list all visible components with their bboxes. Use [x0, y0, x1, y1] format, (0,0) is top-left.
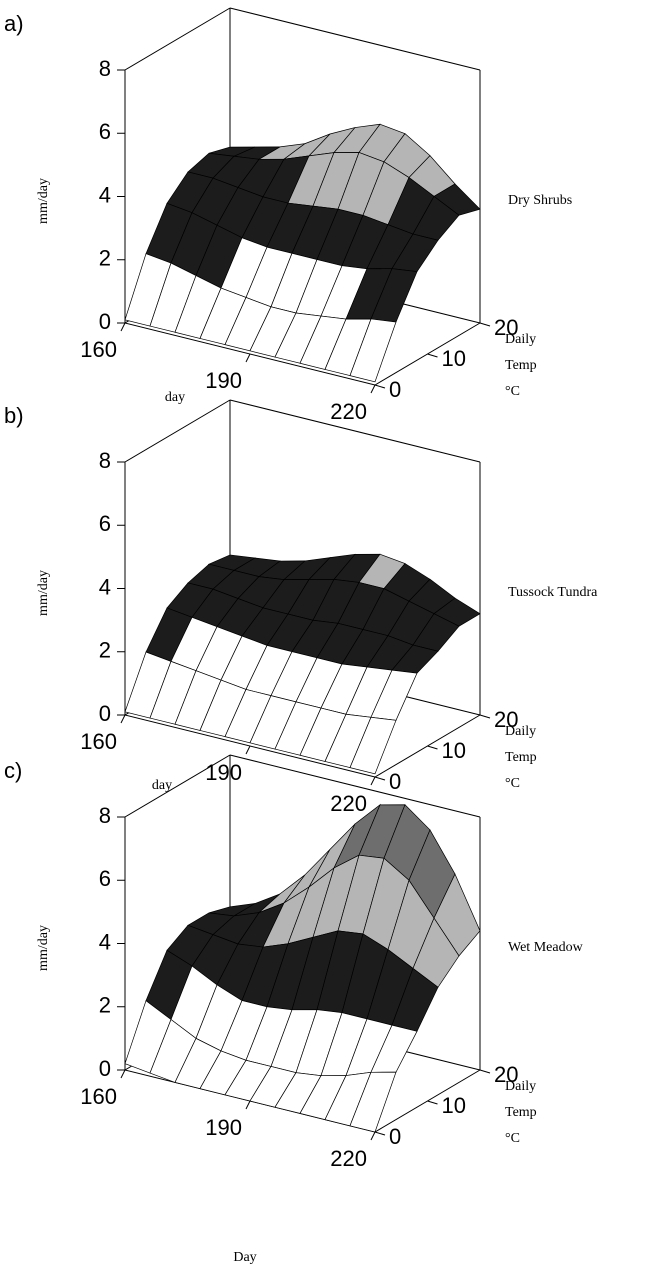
box-edge [124, 7, 231, 71]
panel-label: a) [4, 11, 24, 36]
x-tick [120, 1069, 126, 1079]
z-tick-label: 4 [99, 929, 111, 954]
x-tick-label: 190 [205, 1115, 242, 1140]
z-tick-label: 6 [99, 511, 111, 536]
x-tick-label: 190 [205, 368, 242, 393]
box-edge [229, 7, 481, 71]
y-axis-label: Daily [505, 724, 536, 739]
x-tick [370, 384, 376, 394]
y-axis-label: Temp [505, 750, 537, 765]
y-axis-label: Temp [505, 1105, 537, 1120]
y-tick-label: 20 [494, 315, 518, 340]
x-tick-label: 220 [330, 1146, 367, 1171]
panel-label: c) [4, 758, 22, 783]
y-axis-label: °C [505, 1131, 520, 1146]
y-tick-label: 10 [442, 346, 466, 371]
box-edge [229, 754, 481, 818]
z-axis-label: mm/day [36, 178, 51, 224]
z-tick-label: 0 [99, 701, 111, 726]
box-edge [124, 754, 231, 818]
z-axis-label: mm/day [36, 570, 51, 616]
x-axis-label: Day [233, 1250, 256, 1265]
y-tick [427, 353, 438, 358]
z-tick-label: 8 [99, 803, 111, 828]
x-tick [370, 1131, 376, 1141]
z-tick-label: 6 [99, 119, 111, 144]
z-tick-label: 2 [99, 246, 111, 271]
z-axis-label: mm/day [36, 925, 51, 971]
surface-cell [349, 318, 397, 383]
y-tick-label: 10 [442, 1093, 466, 1118]
series-name: Wet Meadow [508, 940, 584, 955]
y-tick [479, 322, 491, 327]
y-tick [427, 1100, 438, 1105]
z-tick-label: 2 [99, 993, 111, 1018]
box-edge [124, 399, 231, 463]
z-tick-label: 4 [99, 182, 111, 207]
z-tick-label: 8 [99, 56, 111, 81]
z-tick-label: 0 [99, 309, 111, 334]
series-name: Dry Shrubs [508, 193, 572, 208]
x-tick [245, 745, 251, 755]
x-tick-label: 160 [80, 1084, 117, 1109]
y-tick [374, 384, 386, 389]
y-tick [374, 776, 386, 781]
box-edge [229, 399, 481, 463]
x-tick [120, 714, 126, 724]
y-axis-label: Daily [505, 1079, 536, 1094]
y-tick-label: 0 [389, 377, 401, 402]
y-tick-label: 0 [389, 769, 401, 794]
z-tick-label: 2 [99, 638, 111, 663]
z-tick-label: 4 [99, 574, 111, 599]
z-tick-label: 8 [99, 448, 111, 473]
z-tick-label: 0 [99, 1056, 111, 1081]
y-axis-label: Temp [505, 358, 537, 373]
x-tick-label: 190 [205, 760, 242, 785]
y-tick-label: 20 [494, 707, 518, 732]
y-tick-label: 10 [442, 738, 466, 763]
x-tick [245, 353, 251, 363]
x-tick-label: 220 [330, 791, 367, 816]
y-tick [374, 1131, 386, 1136]
panel-label: b) [4, 403, 24, 428]
y-tick [427, 745, 438, 750]
y-axis-label: °C [505, 384, 520, 399]
x-tick [120, 322, 126, 332]
x-tick-label: 160 [80, 729, 117, 754]
x-tick-label: 160 [80, 337, 117, 362]
x-tick-label: 220 [330, 399, 367, 424]
y-axis-label: Daily [505, 332, 536, 347]
y-axis-label: °C [505, 776, 520, 791]
series-name: Tussock Tundra [508, 585, 598, 600]
x-axis-label: day [152, 778, 172, 793]
surface-cell [349, 1071, 397, 1133]
x-tick [370, 776, 376, 786]
z-tick-label: 6 [99, 866, 111, 891]
surface-cell [349, 716, 397, 775]
y-tick-label: 0 [389, 1124, 401, 1149]
y-tick [479, 714, 491, 719]
y-tick-label: 20 [494, 1062, 518, 1087]
x-tick [245, 1100, 251, 1110]
x-axis-label: day [165, 390, 185, 405]
y-tick [479, 1069, 491, 1074]
